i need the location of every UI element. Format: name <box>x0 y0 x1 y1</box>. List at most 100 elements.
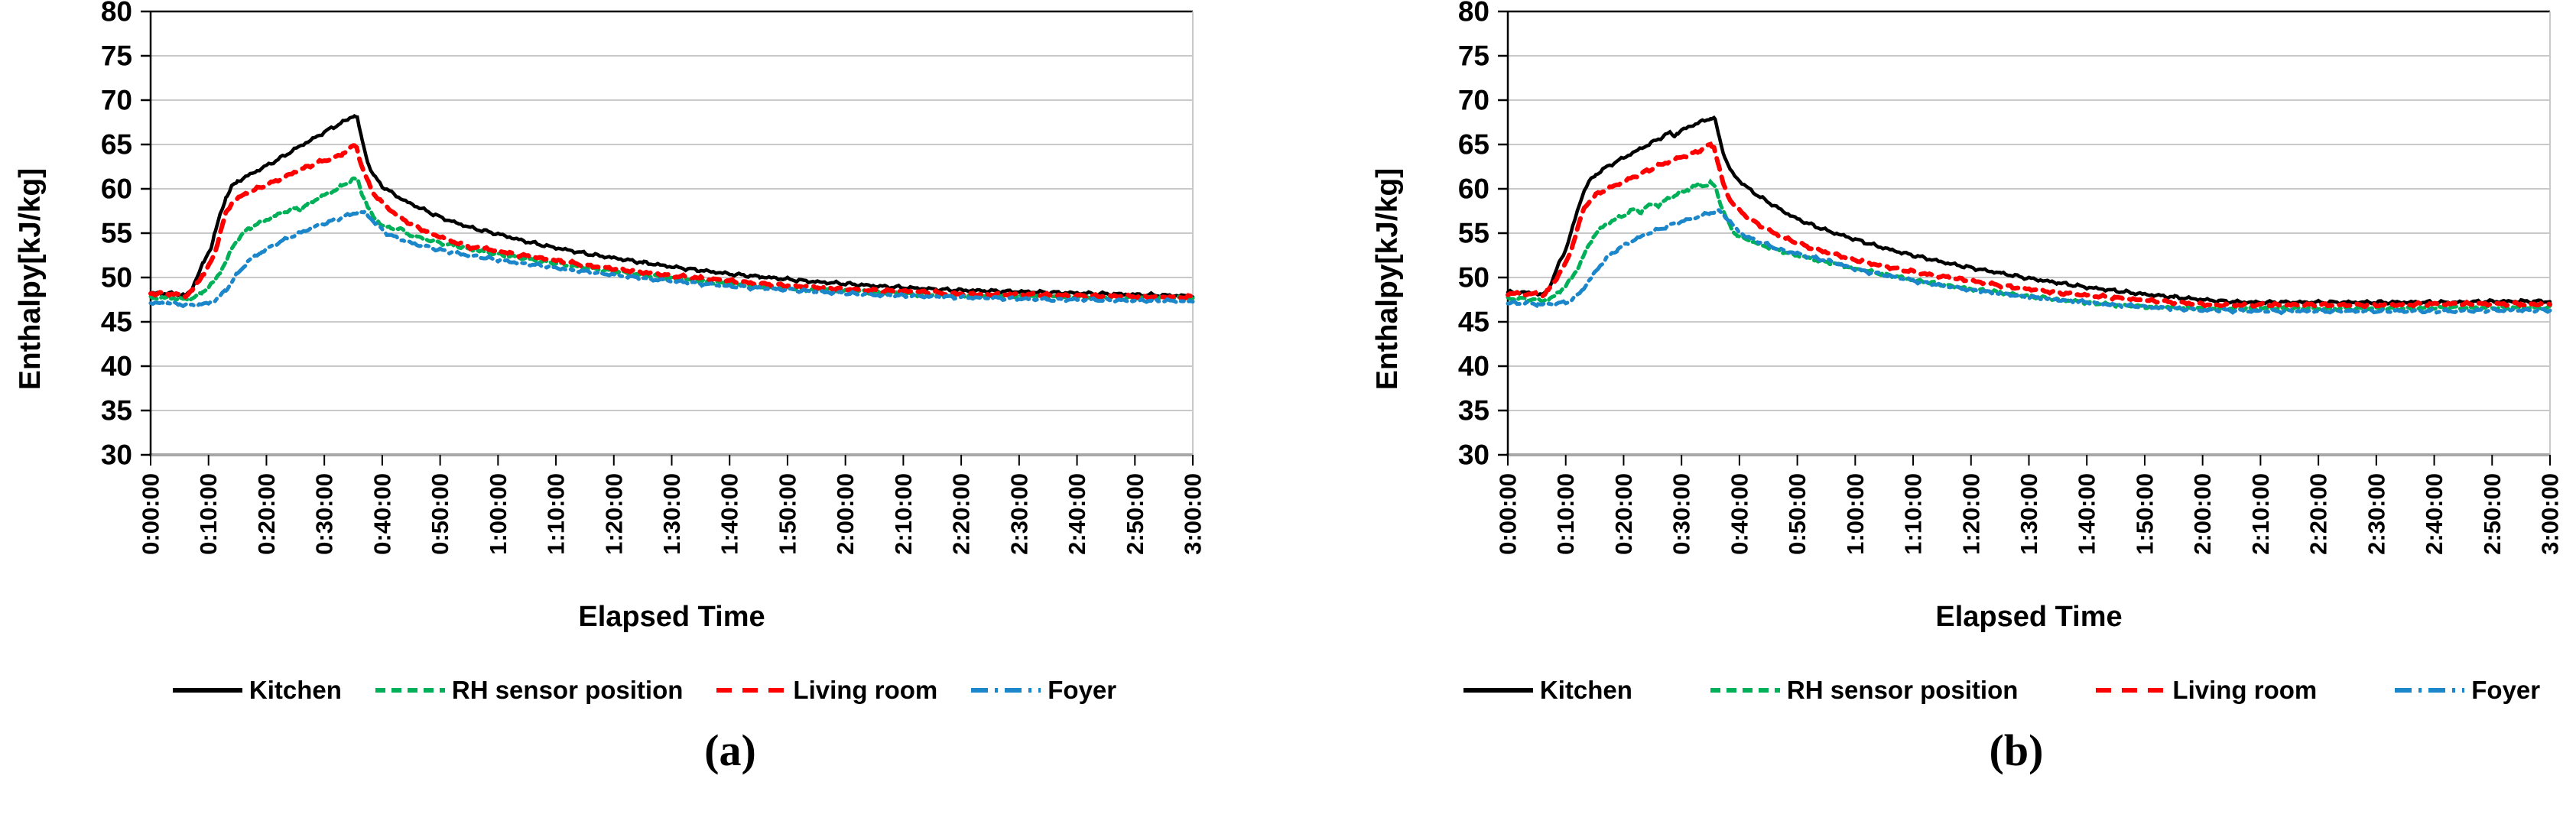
x-tick-label: 2:40:00 <box>2421 473 2448 555</box>
legend-item-kitchen: Kitchen <box>171 676 342 705</box>
y-tick-label: 50 <box>101 262 132 294</box>
y-tick-label: 50 <box>1458 262 1489 294</box>
living-room-line-icon <box>2096 688 2166 693</box>
legend-item-living-room: Living room <box>2094 676 2317 705</box>
x-tick-label: 1:30:00 <box>2016 473 2042 555</box>
y-tick-label: 60 <box>101 174 132 205</box>
y-tick-label: 35 <box>101 395 132 427</box>
y-tick-label: 35 <box>1458 395 1489 427</box>
panel-caption-b: (b) <box>1989 725 2044 775</box>
x-tick-label: 0:30:00 <box>1668 473 1695 555</box>
x-tick-label: 1:40:00 <box>2074 473 2100 555</box>
x-tick-label: 1:00:00 <box>1842 473 1869 555</box>
legend-item-rh-sensor-position: RH sensor position <box>374 676 684 705</box>
y-tick-label: 55 <box>101 218 132 249</box>
legend: Kitchen RH sensor position Living room Foye… <box>17 676 1271 705</box>
series-line-living-room <box>148 143 1195 301</box>
y-tick-label: 80 <box>1458 0 1489 28</box>
x-axis-title: Elapsed Time <box>578 601 765 633</box>
x-tick-label: 0:40:00 <box>369 473 395 555</box>
x-tick-label: 2:30:00 <box>1005 473 1032 555</box>
chart-plot-b: 30 35 40 45 50 55 60 65 70 75 80 0:00:00 0:10:00 0:20… <box>1458 0 2564 555</box>
x-tick-label: 1:50:00 <box>774 473 801 555</box>
y-tick-label: 30 <box>1458 440 1489 471</box>
x-tick-label: 2:50:00 <box>2479 473 2506 555</box>
legend-item-foyer: Foyer <box>970 676 1116 705</box>
x-tick-label: 1:00:00 <box>485 473 512 555</box>
kitchen-line-icon <box>172 688 242 693</box>
x-tick-label: 1:10:00 <box>543 473 570 555</box>
x-tick-label: 0:40:00 <box>1726 473 1753 555</box>
foyer-line-icon <box>971 688 1041 693</box>
legend-label-living-room: Living room <box>2172 676 2318 704</box>
series-line-foyer <box>148 209 1195 309</box>
y-tick-label: 65 <box>101 129 132 161</box>
x-tick-label: 2:40:00 <box>1064 473 1090 555</box>
x-tick-label: 0:20:00 <box>253 473 280 555</box>
foyer-line-icon <box>2395 688 2465 693</box>
x-tick-label: 0:00:00 <box>138 473 164 555</box>
legend-label-foyer: Foyer <box>1048 676 1117 704</box>
x-tick-label: 1:10:00 <box>1900 473 1927 555</box>
kitchen-line-icon <box>1463 688 1533 693</box>
panel-caption-a: (a) <box>704 725 756 775</box>
y-tick-label: 30 <box>101 440 132 471</box>
y-tick-label: 75 <box>1458 41 1489 72</box>
x-tick-label: 2:10:00 <box>890 473 917 555</box>
series-line-kitchen <box>148 114 1195 300</box>
x-tick-label: 1:30:00 <box>658 473 685 555</box>
x-tick-label: 1:20:00 <box>1957 473 1984 555</box>
y-tick-label: 80 <box>101 0 132 28</box>
legend-label-rh-sensor-position: RH sensor position <box>451 676 684 704</box>
y-tick-label: 45 <box>101 307 132 338</box>
x-tick-label: 1:50:00 <box>2131 473 2158 555</box>
legend-label-kitchen: Kitchen <box>249 676 342 704</box>
chart-plot-a: 30 35 40 45 50 55 60 65 70 75 80 0:00:00 0:10:00 0:20… <box>101 0 1207 555</box>
y-tick-label: 55 <box>1458 218 1489 249</box>
x-tick-label: 0:00:00 <box>1495 473 1522 555</box>
x-tick-label: 2:10:00 <box>2247 473 2274 555</box>
y-tick-label: 75 <box>101 41 132 72</box>
legend-item-living-room: Living room <box>715 676 937 705</box>
legend-label-rh-sensor-position: RH sensor position <box>1786 676 2019 704</box>
x-tick-label: 1:20:00 <box>600 473 627 555</box>
y-tick-label: 70 <box>101 85 132 116</box>
legend-label-foyer: Foyer <box>2471 676 2541 704</box>
y-tick-label: 70 <box>1458 85 1489 116</box>
x-tick-label: 2:00:00 <box>832 473 859 555</box>
legend-label-kitchen: Kitchen <box>1539 676 1632 704</box>
x-tick-label: 3:00:00 <box>1180 473 1207 555</box>
y-tick-label: 60 <box>1458 174 1489 205</box>
x-tick-label: 3:00:00 <box>2537 473 2564 555</box>
x-tick-label: 0:50:00 <box>427 473 453 555</box>
legend: Kitchen RH sensor position Living room Foye… <box>1374 676 2576 705</box>
x-tick-label: 2:00:00 <box>2189 473 2216 555</box>
chart-panel-b: 30 35 40 45 50 55 60 65 70 75 80 0:00:00 0:10:00 0:20… <box>1357 0 2576 821</box>
legend-item-rh-sensor-position: RH sensor position <box>1709 676 2019 705</box>
rh-sensor-position-line-icon <box>375 688 445 693</box>
legend-item-foyer: Foyer <box>2393 676 2540 705</box>
x-tick-label: 0:50:00 <box>1784 473 1811 555</box>
y-tick-label: 65 <box>1458 129 1489 161</box>
series-line-foyer <box>1506 208 2552 316</box>
series-line-kitchen <box>1506 115 2552 307</box>
y-axis-title: Enthalpy[kJ/kg] <box>14 167 47 391</box>
y-tick-label: 40 <box>1458 351 1489 382</box>
legend-label-living-room: Living room <box>793 676 938 704</box>
y-tick-label: 40 <box>101 351 132 382</box>
y-axis-title: Enthalpy[kJ/kg] <box>1371 167 1404 391</box>
rh-sensor-position-line-icon <box>1710 688 1780 693</box>
x-tick-label: 0:20:00 <box>1610 473 1637 555</box>
x-tick-label: 2:30:00 <box>2363 473 2389 555</box>
x-tick-label: 0:10:00 <box>1552 473 1579 555</box>
series-line-living-room <box>1506 141 2552 310</box>
living-room-line-icon <box>716 688 787 693</box>
x-tick-label: 2:20:00 <box>948 473 975 555</box>
x-axis-title: Elapsed Time <box>1935 601 2123 633</box>
y-tick-label: 45 <box>1458 307 1489 338</box>
legend-item-kitchen: Kitchen <box>1462 676 1632 705</box>
x-tick-label: 2:20:00 <box>2305 473 2332 555</box>
x-tick-label: 1:40:00 <box>716 473 743 555</box>
x-tick-label: 0:10:00 <box>195 473 222 555</box>
